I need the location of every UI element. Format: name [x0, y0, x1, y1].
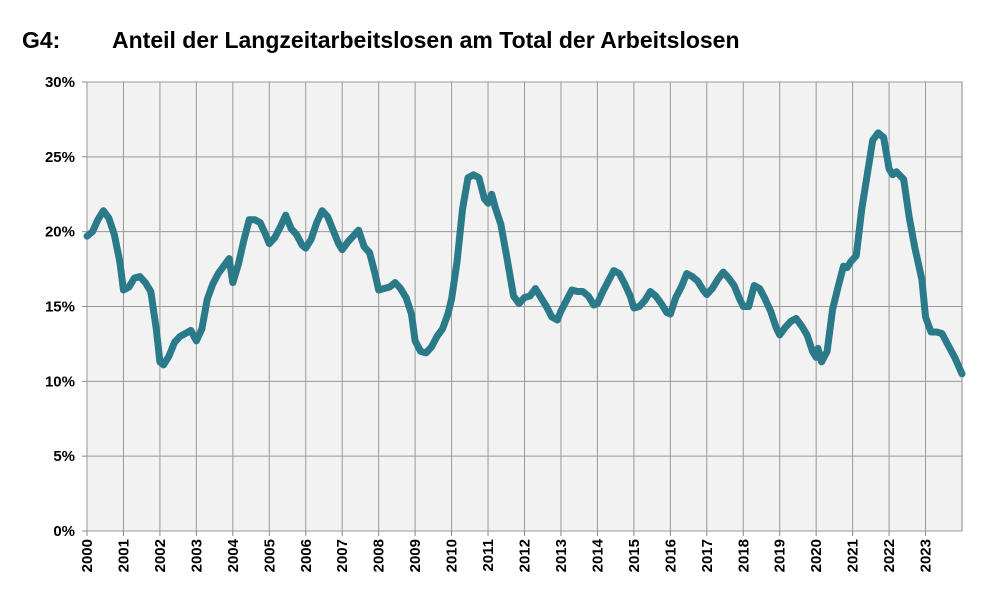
- x-tick-label: 2008: [371, 539, 388, 572]
- chart-label: G4:: [22, 27, 60, 53]
- x-tick-label: 2023: [918, 539, 935, 572]
- x-tick-label: 2018: [735, 539, 752, 572]
- y-tick-label: 0%: [53, 523, 75, 540]
- x-tick-label: 2002: [152, 539, 169, 572]
- x-tick-label: 2013: [553, 539, 570, 572]
- x-tick-label: 2015: [626, 539, 643, 572]
- x-tick-label: 2021: [845, 539, 862, 572]
- x-tick-label: 2005: [261, 539, 278, 572]
- chart-title: Anteil der Langzeitarbeitslosen am Total…: [112, 27, 740, 53]
- x-tick-label: 2019: [772, 539, 789, 572]
- y-tick-label: 30%: [45, 74, 75, 91]
- data-line: [83, 129, 966, 378]
- x-tick-label: 2016: [662, 539, 679, 572]
- x-tick-label: 2010: [444, 539, 461, 572]
- y-tick-label: 5%: [53, 448, 75, 465]
- x-tick-label: 2014: [589, 538, 606, 572]
- x-tick-label: 2006: [298, 539, 315, 572]
- x-tick-label: 2020: [808, 539, 825, 572]
- x-tick-label: 2007: [334, 539, 351, 572]
- x-tick-label: 2017: [699, 539, 716, 572]
- y-tick-label: 15%: [45, 299, 75, 316]
- x-tick-label: 2004: [225, 538, 242, 572]
- x-tick-label: 2011: [480, 539, 497, 572]
- y-tick-label: 10%: [45, 373, 75, 390]
- y-tick-label: 25%: [45, 149, 75, 166]
- y-tick-label: 20%: [45, 224, 75, 241]
- x-tick-label: 2003: [188, 539, 205, 572]
- x-tick-label: 2012: [517, 539, 534, 572]
- x-tick-label: 2000: [79, 539, 96, 572]
- x-tick-label: 2009: [407, 539, 424, 572]
- x-tick-label: 2001: [115, 539, 132, 572]
- x-tick-label: 2022: [881, 539, 898, 572]
